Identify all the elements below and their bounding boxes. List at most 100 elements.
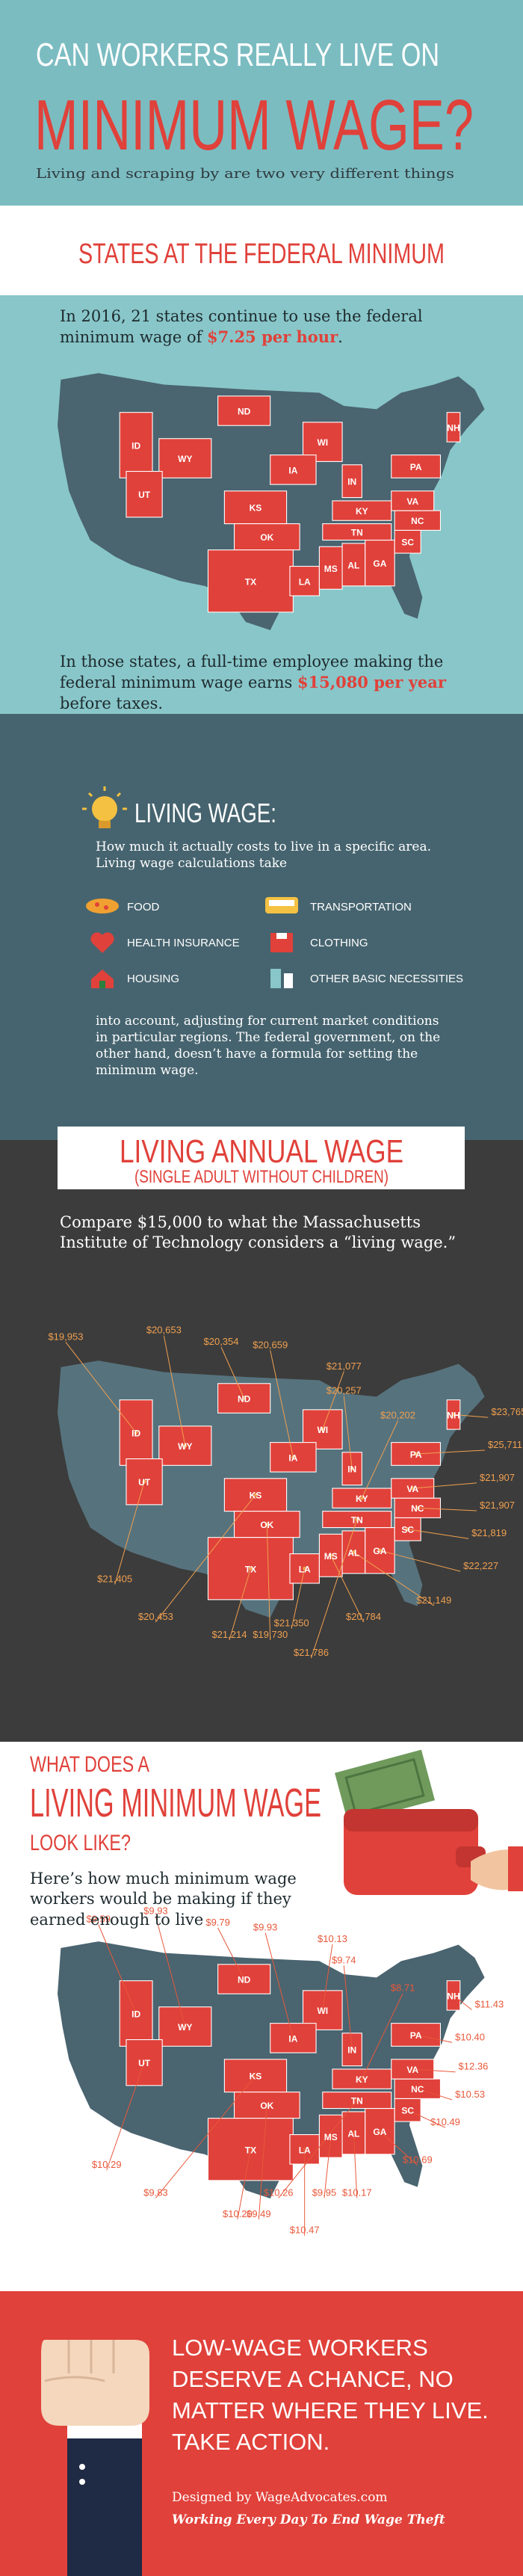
leader-line xyxy=(322,1944,333,2011)
state-label: IA xyxy=(288,2033,297,2044)
state-shape xyxy=(365,539,395,587)
state-label: PA xyxy=(410,1449,422,1460)
title: MINIMUM WAGE? xyxy=(34,85,474,165)
leader-line xyxy=(114,1482,145,1585)
value-label: $10.47 xyxy=(290,2225,320,2236)
subtitle: Living and scraping by are two very diff… xyxy=(36,166,454,182)
leader-dot xyxy=(359,2077,364,2081)
item-label: HOUSING xyxy=(127,973,179,985)
state-label: NC xyxy=(411,2084,424,2095)
leader-line xyxy=(258,2105,267,2219)
state-label: ID xyxy=(131,2009,140,2020)
value-label: $9.93 xyxy=(253,1922,278,1933)
state-label: AL xyxy=(347,1547,359,1558)
state-label: NH xyxy=(447,1991,459,2001)
state-label: MS xyxy=(324,1551,338,1562)
value-label: $21,149 xyxy=(416,1594,451,1606)
leader-dot xyxy=(414,2033,418,2037)
state-label: LA xyxy=(299,1564,311,1574)
value-label: $20,354 xyxy=(204,1336,239,1347)
item-label: TRANSPORTATION xyxy=(310,901,412,913)
text: In those states, a full-time employee ma… xyxy=(60,653,444,692)
leader-dot xyxy=(142,2060,146,2065)
state-label: SC xyxy=(401,2106,414,2116)
leader-line xyxy=(155,1494,256,1623)
state-label: PA xyxy=(410,462,422,472)
state-label: AL xyxy=(347,560,359,570)
state-shape xyxy=(289,566,320,597)
state-label: NC xyxy=(411,516,424,526)
leader-line xyxy=(264,1932,294,2039)
value-label: $21,907 xyxy=(480,1472,515,1483)
state-shape xyxy=(217,1964,271,1994)
living-bg xyxy=(0,714,523,1140)
leader-dot xyxy=(321,2008,325,2012)
leader-dot xyxy=(134,2012,138,2015)
state-label: NC xyxy=(411,1503,424,1514)
state-label: ID xyxy=(131,441,140,452)
value-label: $22,227 xyxy=(463,1560,498,1571)
state-label: GA xyxy=(373,558,386,569)
leader-dot xyxy=(134,1431,138,1435)
state-label: WI xyxy=(317,2006,328,2016)
value-label: $21,350 xyxy=(274,1618,309,1629)
leader-dot xyxy=(355,2098,359,2103)
item-label: CLOTHING xyxy=(310,937,368,949)
leader-dot xyxy=(451,1993,456,1997)
state-label: KY xyxy=(356,506,368,517)
value-label: $20,202 xyxy=(380,1410,415,1421)
leader-line xyxy=(407,2110,446,2128)
text: before taxes. xyxy=(60,694,164,712)
state-shape xyxy=(158,438,212,478)
leader-dot xyxy=(329,2134,333,2139)
leader-dot xyxy=(142,1479,146,1484)
leader-line xyxy=(324,2136,332,2198)
leader-dot xyxy=(355,1517,359,1522)
value-label: $19,730 xyxy=(253,1629,288,1640)
leader-line xyxy=(278,2100,358,2198)
leader-line xyxy=(155,1916,186,2027)
leader-dot xyxy=(303,1566,307,1571)
item-icons xyxy=(86,897,298,988)
value-label: $10.13 xyxy=(318,1933,347,1944)
leader-line xyxy=(380,1550,461,1572)
leader-dot xyxy=(248,1566,253,1571)
value-label: $21,819 xyxy=(471,1527,507,1538)
value-label: $10.17 xyxy=(342,2187,372,2198)
state-label: IA xyxy=(288,1452,297,1463)
value-label: $10.49 xyxy=(430,2116,460,2127)
state-label: IN xyxy=(347,477,356,487)
state-label: MS xyxy=(324,564,338,574)
leader-dot xyxy=(183,1443,188,1448)
value-label: $11.43 xyxy=(474,1999,504,2010)
state-label: IA xyxy=(288,465,297,475)
value-label: $9.93 xyxy=(143,1905,168,1917)
state-label: KS xyxy=(250,503,262,514)
value-label: $10.29 xyxy=(92,2159,122,2170)
state-shape xyxy=(394,510,442,531)
leader-dot xyxy=(410,1486,415,1491)
item-label: OTHER BASIC NECESSITIES xyxy=(310,973,463,985)
wallet-illustration xyxy=(334,1749,523,1895)
leader-line xyxy=(343,1396,353,1469)
state-label: WI xyxy=(317,1425,328,1435)
state-shape xyxy=(318,546,343,590)
section-heading: LOOK LIKE? xyxy=(30,1831,131,1855)
state-shape xyxy=(391,455,442,478)
value-label: $21,405 xyxy=(97,1574,132,1585)
intro-text: In 2016, 21 states continue to use the f… xyxy=(60,306,478,348)
value-label: $21,907 xyxy=(480,1500,515,1511)
value-label: $10.53 xyxy=(455,2089,485,2100)
leader-dot xyxy=(264,1522,269,1526)
section-heading: LIVING WAGE: xyxy=(134,798,276,828)
leader-line xyxy=(415,2034,453,2043)
section-heading: WHAT DOES A xyxy=(30,1752,149,1777)
state-label: PA xyxy=(410,2030,422,2041)
item-label: FOOD xyxy=(127,901,159,913)
leader-dot xyxy=(406,2108,410,2113)
section-heading: STATES AT THE FEDERAL MINIMUM xyxy=(78,238,445,270)
annual-intro: Compare $15,000 to what the Massachusett… xyxy=(60,1213,457,1252)
state-shape xyxy=(391,2023,442,2047)
value-label: $20,453 xyxy=(138,1611,173,1622)
leader-dot xyxy=(253,1493,258,1497)
